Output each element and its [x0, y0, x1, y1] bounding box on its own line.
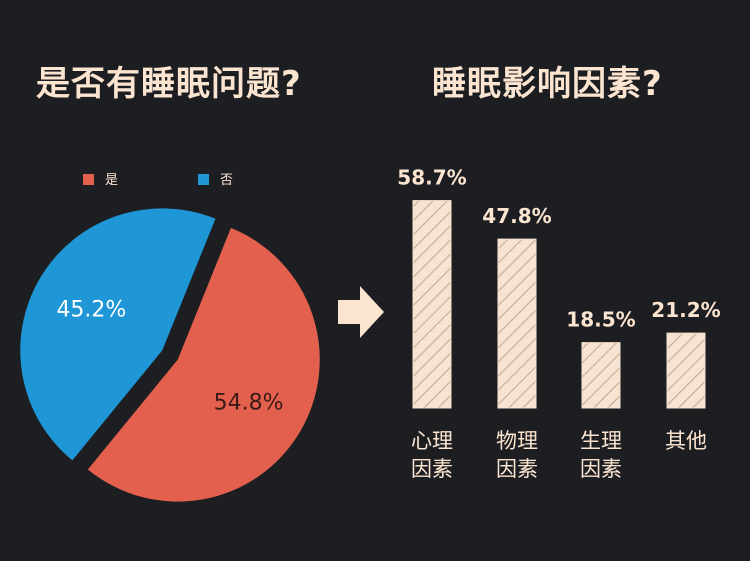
legend-swatch	[83, 174, 94, 185]
pie-slice	[20, 208, 216, 461]
pie-slice-label: 54.8%	[214, 391, 284, 416]
bar-value-label: 47.8%	[482, 204, 551, 228]
sleep-problem-pie-chart: 是 否 54.8% 45.2%	[20, 173, 320, 502]
pie-slice-label: 45.2%	[56, 297, 126, 322]
pie-chart-title: 是否有睡眠问题?	[36, 64, 302, 104]
bar-value-label: 58.7%	[397, 166, 466, 190]
arrow-right-icon	[338, 286, 384, 338]
pie-slice	[87, 227, 320, 502]
sleep-factors-bar-chart: 58.7% 心理因素 47.8% 物理因素 18.5% 生理因素 21.2% 其他	[397, 166, 720, 481]
bar-category-label: 生理因素	[580, 429, 622, 481]
bar	[412, 200, 452, 409]
legend-label: 是	[105, 173, 118, 188]
bar	[497, 238, 537, 409]
bar	[666, 332, 706, 409]
bar-value-label: 18.5%	[566, 308, 635, 332]
bar-value-label: 21.2%	[651, 298, 720, 322]
bar-category-label: 其他	[665, 429, 707, 453]
legend-swatch	[198, 174, 209, 185]
bar-chart-title: 睡眠影响因素?	[432, 64, 663, 104]
bar-category-label: 物理因素	[496, 429, 538, 481]
bar	[581, 342, 621, 409]
legend-label: 否	[220, 173, 233, 188]
bar-category-label: 心理因素	[411, 429, 453, 481]
